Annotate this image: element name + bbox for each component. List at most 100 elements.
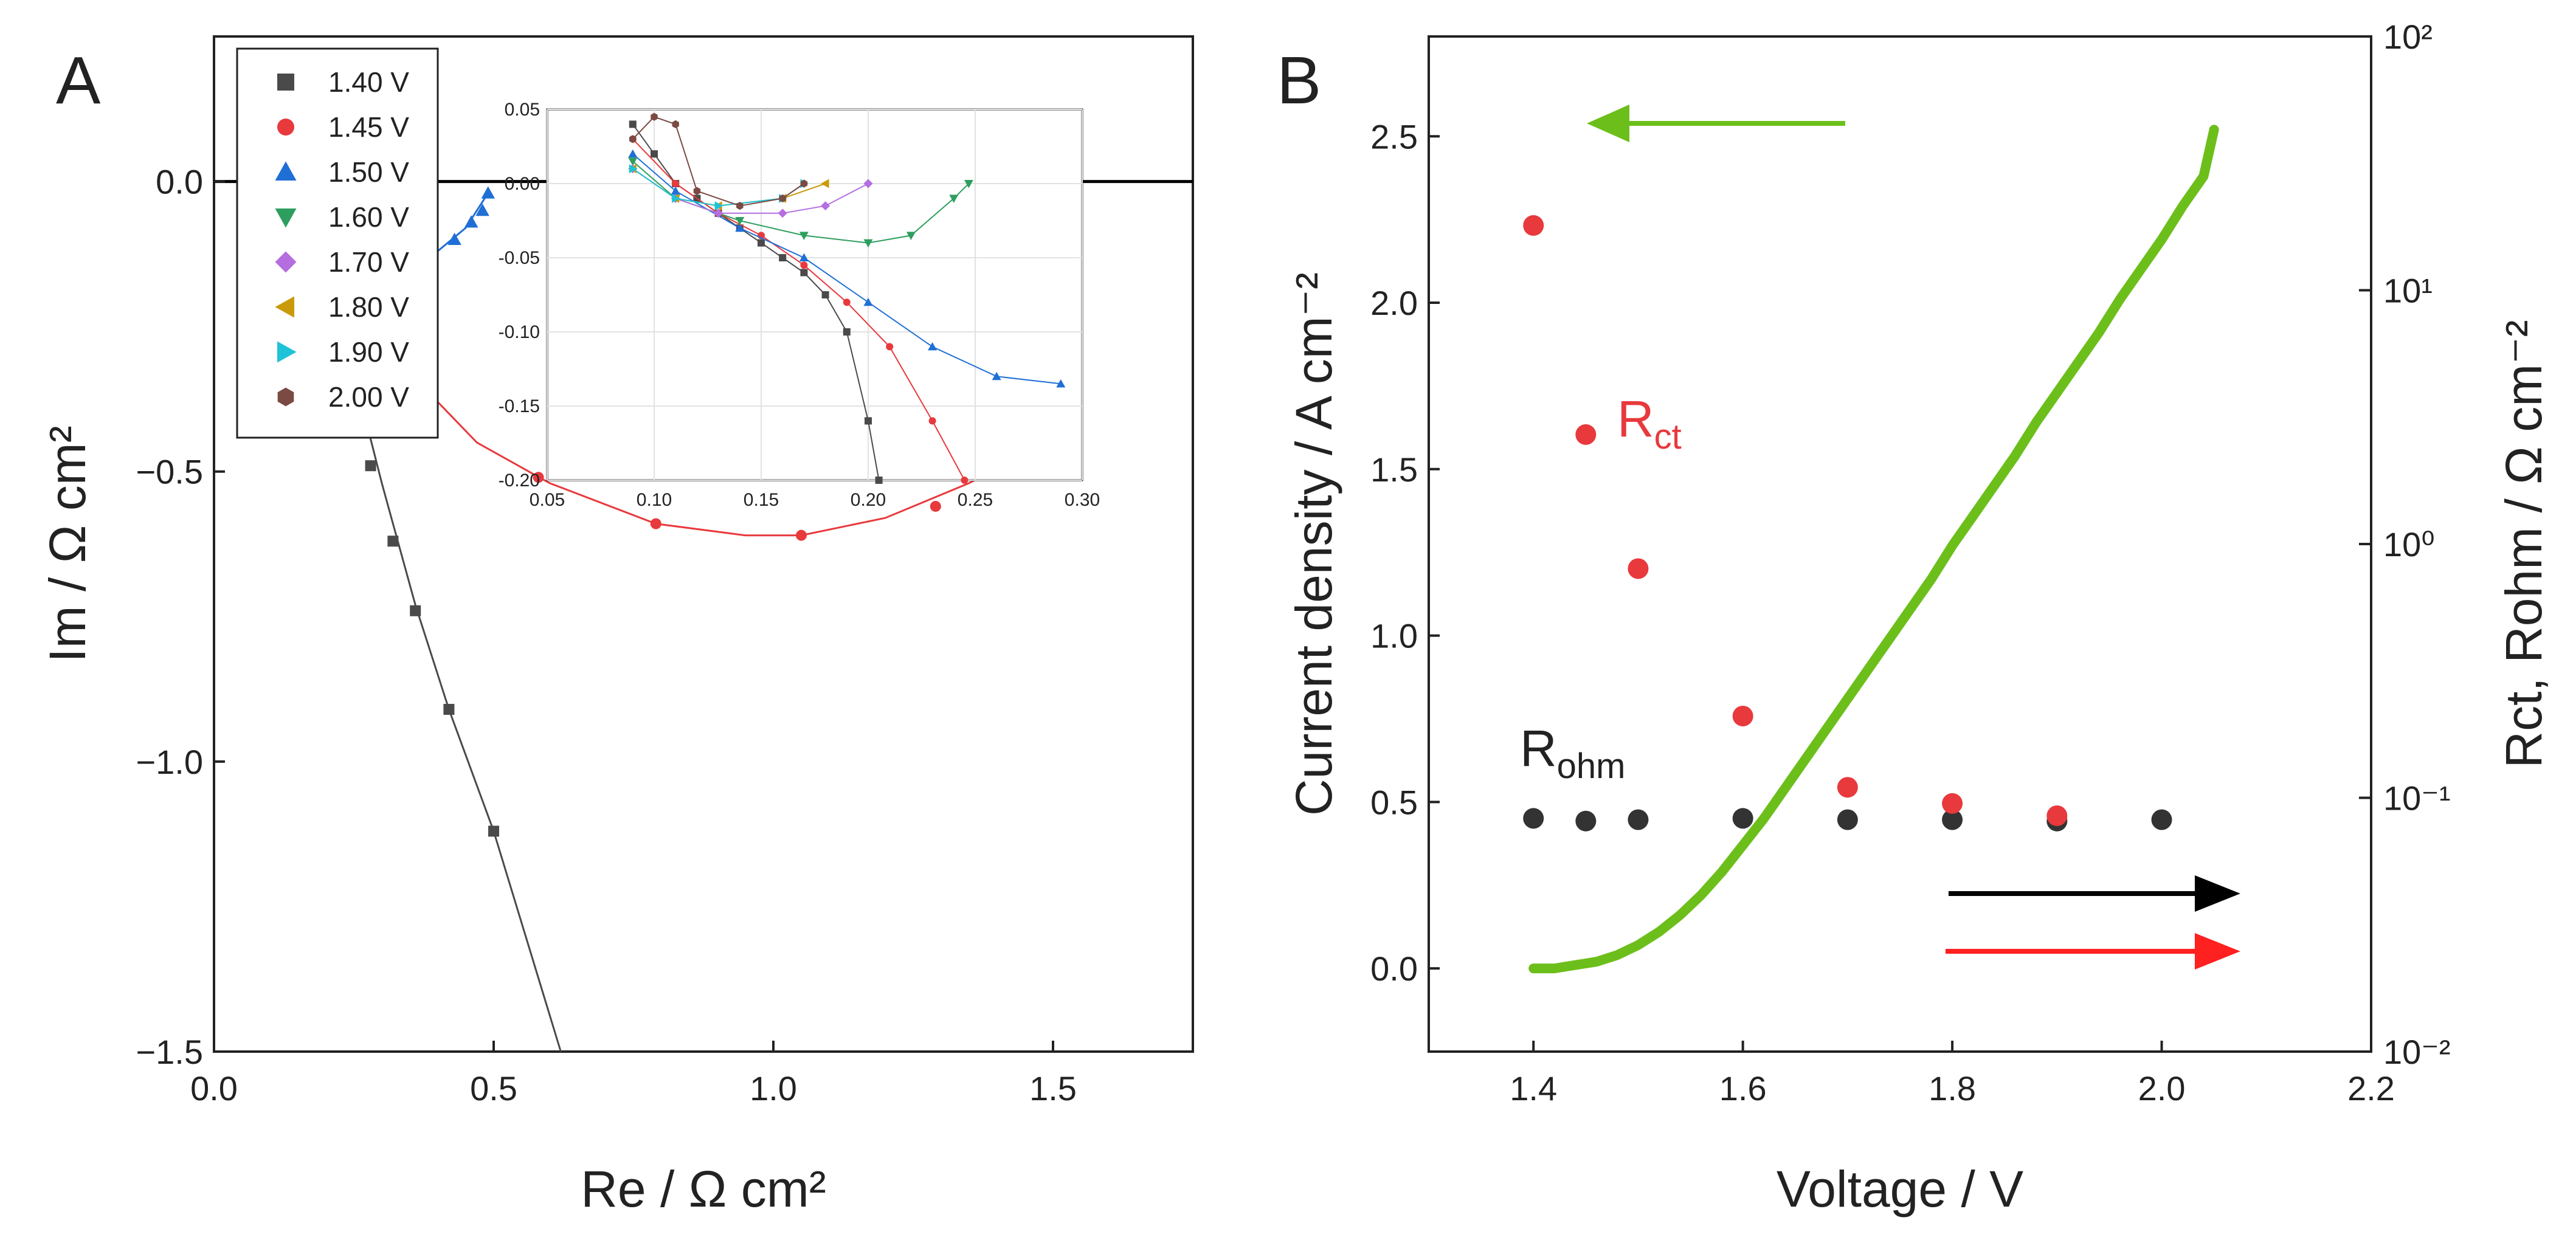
legend-marker	[277, 387, 294, 407]
inset-data-point	[758, 239, 765, 247]
current-density-line	[1528, 125, 2219, 974]
inset-data-point	[964, 180, 973, 188]
inset-data-point	[629, 120, 637, 128]
inset-data-point	[671, 186, 680, 195]
inset-data-point	[863, 239, 873, 248]
rohm-point	[1575, 810, 1597, 832]
inset-data-point	[651, 112, 658, 121]
y-tick-label-a: −0.5	[136, 453, 203, 491]
inset-data-point	[992, 371, 1001, 381]
inset-data-point	[949, 195, 959, 203]
rct-point	[1942, 793, 1963, 814]
x-tick-label-b: 1.4	[1510, 1069, 1557, 1108]
y-left-tick-label-b: 0.5	[1370, 783, 1418, 821]
inset-data-point	[843, 298, 851, 306]
rohm-point	[1523, 808, 1544, 829]
rohm-point	[2151, 809, 2172, 830]
inset-data-point	[961, 477, 969, 484]
inset-y-tick-label: -0.05	[499, 248, 540, 268]
inset-data-point	[735, 223, 745, 232]
data-point	[410, 605, 421, 616]
y-right-tick-label-b: 10⁻²	[2383, 1033, 2451, 1071]
legend-label: 1.45 V	[328, 111, 409, 143]
panel-b: B 1.4 1.6 1.8 2.0 2.20.00.51.01.52.02.510⁻²1…	[1277, 18, 2552, 1218]
x-axis-title-b: Voltage / V	[1777, 1160, 2023, 1218]
inset-data-points	[628, 112, 1066, 484]
inset-data-point	[800, 179, 808, 188]
rct-point	[1732, 705, 1753, 726]
legend-marker	[275, 161, 297, 181]
inset-x-tick-label: 0.05	[530, 490, 565, 510]
inset-x-tick-label: 0.10	[637, 490, 672, 510]
y-tick-label-a: −1.0	[136, 743, 203, 781]
inset-data-point	[735, 217, 745, 226]
inset-data-point	[799, 232, 809, 240]
inset-x-tick-label: 0.30	[1065, 490, 1100, 510]
rct-point	[1575, 424, 1597, 445]
y-left-tick-label-b: 1.0	[1370, 617, 1418, 655]
axis-ticks-a: 0.0 0.5 1.0 1.5 0.0 −0.5 −1.0 −1.5	[136, 163, 1076, 1108]
rct-label: Rct	[1617, 390, 1682, 457]
y-left-tick-label-b: 2.5	[1370, 117, 1418, 156]
y-tick-label-a: −1.5	[136, 1033, 203, 1071]
data-point	[533, 472, 544, 483]
rohm-label-sub: ohm	[1557, 746, 1626, 786]
data-point	[930, 500, 941, 512]
inset-ticks: 0.05 0.10 0.15 0.20 0.25 0.30 0.05 0.00 -0.05 -0.…	[499, 100, 1100, 510]
inset-y-tick-label: -0.20	[499, 470, 540, 491]
y-axis-title-a: Im / Ω cm²	[39, 426, 96, 662]
x-tick-label-a: 1.5	[1029, 1069, 1077, 1108]
data-point	[464, 215, 478, 228]
inset-data-point	[651, 150, 658, 158]
inset-x-tick-label: 0.20	[851, 490, 886, 510]
inset-data-point	[672, 120, 679, 128]
x-tick-label-b: 1.8	[1929, 1069, 1976, 1108]
legend-marker	[277, 74, 294, 91]
inset-data-point	[714, 208, 723, 218]
inset-data-point	[863, 297, 873, 306]
rohm-label: Rohm	[1520, 720, 1626, 786]
y-left-tick-label-b: 0.0	[1370, 949, 1418, 988]
y-right-tick-label-b: 10⁻¹	[2383, 779, 2451, 818]
inset-data-point	[821, 179, 829, 188]
rohm-label-main: R	[1520, 720, 1557, 777]
data-point	[650, 518, 661, 529]
rct-label-main: R	[1617, 390, 1654, 447]
inset-data-point	[821, 291, 829, 298]
inset-data-point	[886, 343, 894, 351]
red-arrow-icon	[2195, 933, 2240, 970]
inset-fit-line	[632, 153, 1061, 385]
legend-label: 1.90 V	[328, 336, 409, 368]
inset-data-point	[863, 179, 873, 188]
y-left-tick-label-b: 1.5	[1370, 450, 1418, 489]
rct-label-sub: ct	[1654, 417, 1682, 457]
inset-y-tick-label: 0.05	[505, 100, 540, 120]
rct-point	[1837, 777, 1858, 798]
green-arrow-icon	[1587, 105, 1629, 142]
x-tick-label-a: 0.5	[470, 1069, 517, 1108]
legend-label: 1.50 V	[328, 156, 409, 188]
inset-data-point	[906, 232, 916, 240]
inset-data-point	[628, 149, 638, 158]
data-point	[387, 536, 399, 547]
data-point	[365, 460, 376, 472]
y-right-tick-label-b: 10²	[2383, 18, 2433, 56]
data-point	[481, 186, 496, 199]
legend-marker	[277, 119, 294, 136]
inset-plot: 0.05 0.10 0.15 0.20 0.25 0.30 0.05 0.00 -0.05 -0.…	[499, 100, 1100, 510]
x-tick-label-a: 0.0	[190, 1069, 238, 1108]
inset-data-point	[875, 477, 883, 484]
inset-data-point	[714, 201, 723, 211]
y-tick-label-a: 0.0	[156, 163, 203, 201]
inset-y-tick-label: -0.10	[499, 322, 540, 342]
rct-point	[1628, 558, 1649, 579]
inset-data-point	[693, 187, 701, 195]
rohm-point	[1732, 808, 1753, 829]
inset-data-point	[843, 328, 851, 336]
inset-data-point	[629, 135, 637, 143]
rohm-point	[1942, 809, 1963, 830]
legend-marker	[275, 251, 297, 273]
current-density-curve	[1528, 125, 2219, 974]
inset-data-point	[928, 342, 938, 351]
